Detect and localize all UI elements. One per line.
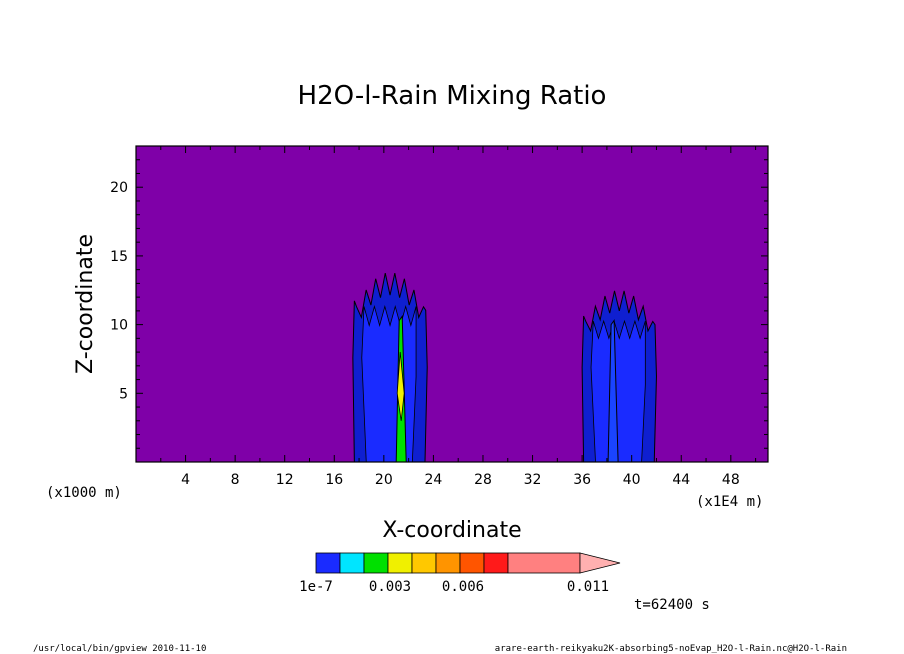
y-tick-label: 10 bbox=[110, 318, 128, 334]
x-tick-label: 48 bbox=[722, 472, 740, 488]
z-unit-label: (x1000 m) bbox=[46, 485, 122, 501]
time-label: t=62400 s bbox=[634, 597, 710, 613]
footer-right: arare-earth-reikyaku2K-absorbing5-noEvap… bbox=[495, 644, 847, 654]
colorbar-label: 0.006 bbox=[442, 579, 484, 595]
cloud-left-yellow-core bbox=[396, 352, 405, 421]
cloud-left bbox=[352, 272, 428, 463]
colorbar-swatch bbox=[411, 552, 437, 574]
x-tick-label: 24 bbox=[424, 472, 442, 488]
colorbar-swatch bbox=[363, 552, 389, 574]
x-tick-label: 12 bbox=[276, 472, 294, 488]
colorbar-swatch bbox=[459, 552, 485, 574]
x-tick-label: 40 bbox=[623, 472, 641, 488]
x-tick-label: 20 bbox=[375, 472, 393, 488]
colorbar-swatch bbox=[507, 552, 581, 574]
cloud-left-inner bbox=[361, 305, 417, 463]
colorbar-label: 0.003 bbox=[369, 579, 411, 595]
plot-frame bbox=[135, 145, 769, 463]
field-background bbox=[136, 146, 768, 462]
colorbar-swatch bbox=[315, 552, 341, 574]
footer-left: /usr/local/bin/gpview 2010-11-10 bbox=[33, 644, 206, 654]
y-tick-label: 20 bbox=[110, 180, 128, 196]
y-axis-label: Z-coordinate bbox=[73, 234, 98, 374]
colorbar-swatch bbox=[387, 552, 413, 574]
y-tick-label: 15 bbox=[110, 249, 128, 265]
x-unit-label: (x1E4 m) bbox=[696, 494, 763, 510]
x-tick-label: 44 bbox=[672, 472, 690, 488]
cloud-layer bbox=[352, 272, 657, 463]
x-tick-label: 16 bbox=[325, 472, 343, 488]
x-axis-label: X-coordinate bbox=[382, 518, 521, 543]
x-tick-label: 36 bbox=[573, 472, 591, 488]
colorbar-swatch bbox=[339, 552, 365, 574]
chart-title: H2O-l-Rain Mixing Ratio bbox=[298, 81, 607, 111]
colorbar-arrow bbox=[579, 552, 621, 574]
x-tick-label: 28 bbox=[474, 472, 492, 488]
colorbar-swatch bbox=[483, 552, 509, 574]
y-tick-label: 5 bbox=[119, 386, 128, 402]
x-tick-label: 4 bbox=[181, 472, 190, 488]
cloud-right-inner bbox=[590, 319, 646, 463]
plot-area bbox=[136, 146, 768, 462]
colorbar-label: 1e-7 bbox=[299, 579, 333, 595]
colorbar-swatch bbox=[435, 552, 461, 574]
cloud-right bbox=[581, 290, 657, 463]
x-tick-label: 32 bbox=[524, 472, 542, 488]
colorbar-label: 0.011 bbox=[567, 579, 609, 595]
colorbar: 1e-7 0.003 0.006 0.011 bbox=[299, 552, 621, 595]
x-tick-label: 8 bbox=[231, 472, 240, 488]
